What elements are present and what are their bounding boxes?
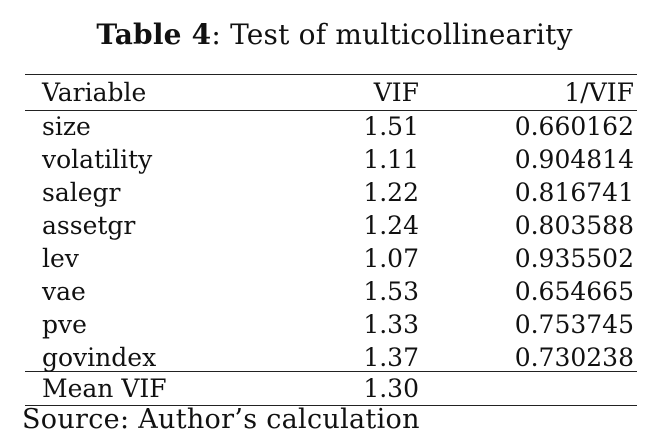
cell-inverse-vif: 0.730238: [514, 343, 634, 372]
cell-inverse-vif: 0.660162: [514, 112, 634, 141]
table-row: govindex 1.37 0.730238: [42, 341, 637, 374]
header-vif: VIF: [373, 78, 419, 107]
table-row: size 1.51 0.660162: [42, 110, 637, 143]
cell-inverse-vif: 0.904814: [514, 145, 634, 174]
cell-inverse-vif: 0.654665: [514, 277, 634, 306]
table-row: lev 1.07 0.935502: [42, 242, 637, 275]
header-inverse-vif: 1/VIF: [564, 78, 634, 107]
table-caption: Table 4: Test of multicollinearity: [0, 18, 669, 51]
table-row: pve 1.33 0.753745: [42, 308, 637, 341]
cell-variable: govindex: [42, 343, 157, 372]
header-variable: Variable: [42, 78, 147, 107]
cell-inverse-vif: 0.753745: [514, 310, 634, 339]
cell-variable: salegr: [42, 178, 121, 207]
source-note: Source: Author’s calculation: [22, 404, 420, 435]
cell-vif: 1.24: [363, 211, 419, 240]
cell-variable: pve: [42, 310, 87, 339]
cell-vif: 1.37: [363, 343, 419, 372]
cell-variable: size: [42, 112, 91, 141]
cell-variable: vae: [42, 277, 86, 306]
cell-vif: 1.22: [363, 178, 419, 207]
table-row: vae 1.53 0.654665: [42, 275, 637, 308]
caption-title: Test of multicollinearity: [230, 18, 573, 51]
cell-variable: volatility: [42, 145, 153, 174]
cell-vif: 1.53: [363, 277, 419, 306]
vif-table: Variable VIF 1/VIF size 1.51 0.660162 vo…: [42, 76, 637, 374]
caption-separator: :: [211, 18, 231, 51]
cell-variable: lev: [42, 244, 79, 273]
cell-vif: 1.11: [363, 145, 419, 174]
cell-inverse-vif: 0.935502: [514, 244, 634, 273]
cell-vif: 1.07: [363, 244, 419, 273]
table-bottom-rule: [25, 405, 637, 406]
cell-variable: assetgr: [42, 211, 136, 240]
table-header-row: Variable VIF 1/VIF: [42, 76, 637, 110]
mean-vif-row: Mean VIF 1.30: [42, 373, 637, 405]
cell-vif: 1.33: [363, 310, 419, 339]
table-row: assetgr 1.24 0.803588: [42, 209, 637, 242]
table-mean-rule: [25, 371, 637, 372]
table-top-rule: [25, 74, 637, 75]
mean-vif-value: 1.30: [363, 374, 419, 403]
table-header-rule: [25, 110, 637, 111]
caption-label: Table 4: [96, 18, 212, 51]
table-row: salegr 1.22 0.816741: [42, 176, 637, 209]
mean-vif-label: Mean VIF: [42, 374, 167, 403]
cell-vif: 1.51: [363, 112, 419, 141]
cell-inverse-vif: 0.816741: [514, 178, 634, 207]
cell-inverse-vif: 0.803588: [514, 211, 634, 240]
table-row: volatility 1.11 0.904814: [42, 143, 637, 176]
